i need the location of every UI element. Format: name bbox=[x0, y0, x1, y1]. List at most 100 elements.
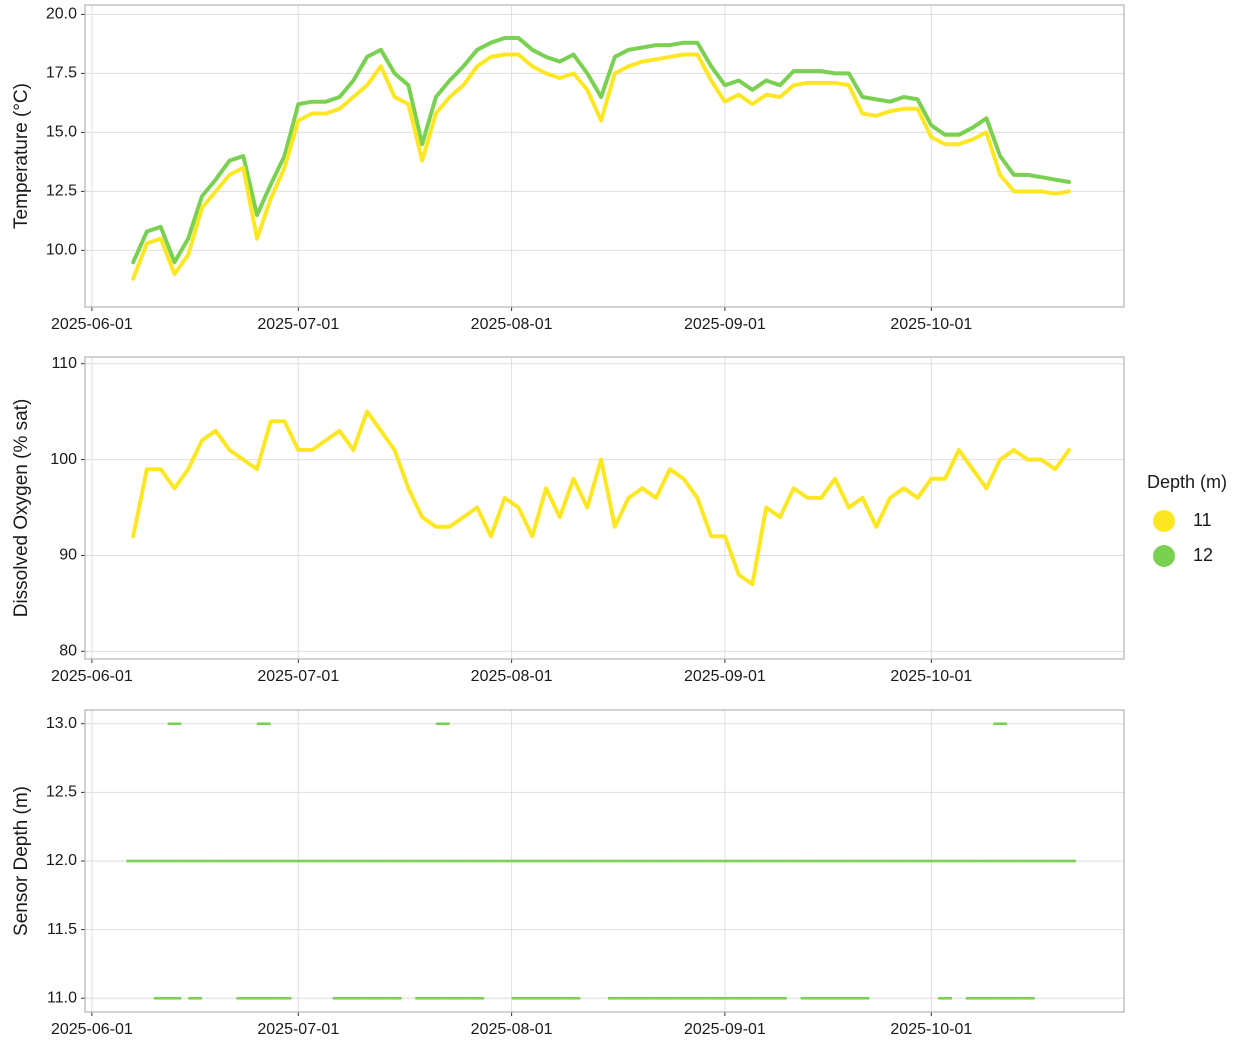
point bbox=[305, 859, 319, 863]
point bbox=[621, 996, 636, 1000]
point bbox=[552, 859, 567, 863]
legend-swatch bbox=[1153, 545, 1175, 567]
legend-label: 12 bbox=[1193, 545, 1213, 565]
point bbox=[373, 996, 388, 1000]
point bbox=[841, 859, 856, 863]
x-tick-label: 2025-07-01 bbox=[257, 316, 339, 333]
point bbox=[497, 859, 512, 863]
x-tick-label: 2025-07-01 bbox=[257, 668, 339, 685]
point bbox=[442, 859, 457, 863]
series-line bbox=[131, 52, 1071, 281]
point bbox=[979, 859, 994, 863]
x-tick-label: 2025-10-01 bbox=[890, 1021, 972, 1038]
point bbox=[332, 859, 347, 863]
point bbox=[566, 859, 581, 863]
point bbox=[277, 859, 292, 863]
point bbox=[814, 859, 829, 863]
point bbox=[263, 859, 278, 863]
series-line bbox=[131, 36, 1071, 265]
point bbox=[153, 996, 168, 1000]
point bbox=[718, 996, 732, 1000]
panel-frame bbox=[84, 4, 1125, 308]
point bbox=[167, 996, 182, 1000]
x-tick-label: 2025-08-01 bbox=[471, 668, 553, 685]
point bbox=[731, 859, 746, 863]
point bbox=[236, 996, 251, 1000]
panel-frame bbox=[84, 356, 1125, 660]
point bbox=[704, 996, 719, 1000]
point bbox=[731, 996, 746, 1000]
point bbox=[539, 996, 553, 1000]
point bbox=[484, 859, 498, 863]
point bbox=[332, 996, 347, 1000]
point bbox=[525, 996, 540, 1000]
point bbox=[195, 859, 209, 863]
point bbox=[676, 859, 691, 863]
point bbox=[1048, 859, 1063, 863]
point bbox=[594, 859, 608, 863]
y-tick-label: 11.0 bbox=[47, 989, 77, 1006]
point bbox=[759, 859, 774, 863]
point bbox=[126, 859, 141, 863]
point bbox=[401, 859, 416, 863]
point bbox=[649, 859, 663, 863]
x-tick-label: 2025-09-01 bbox=[684, 1021, 766, 1038]
point bbox=[167, 859, 182, 863]
point bbox=[277, 996, 292, 1000]
x-tick-label: 2025-10-01 bbox=[890, 316, 972, 333]
point bbox=[1020, 996, 1035, 1000]
point bbox=[841, 996, 856, 1000]
point bbox=[580, 859, 595, 863]
point bbox=[470, 996, 485, 1000]
point bbox=[1034, 859, 1049, 863]
point bbox=[373, 859, 388, 863]
point bbox=[429, 996, 443, 1000]
x-tick-label: 2025-08-01 bbox=[471, 1021, 553, 1038]
point bbox=[250, 996, 264, 1000]
x-tick-label: 2025-09-01 bbox=[684, 316, 766, 333]
x-tick-label: 2025-06-01 bbox=[51, 668, 133, 685]
point bbox=[745, 996, 760, 1000]
point bbox=[993, 859, 1008, 863]
point bbox=[415, 996, 430, 1000]
point bbox=[318, 859, 333, 863]
point bbox=[759, 996, 774, 1000]
legend-label: 11 bbox=[1193, 510, 1212, 530]
point bbox=[965, 859, 980, 863]
y-tick-label: 90 bbox=[59, 547, 77, 564]
y-tick-label: 110 bbox=[51, 355, 77, 372]
point bbox=[1062, 859, 1076, 863]
point bbox=[855, 996, 870, 1000]
point bbox=[456, 996, 471, 1000]
point bbox=[800, 859, 815, 863]
point bbox=[938, 859, 952, 863]
point bbox=[1020, 859, 1035, 863]
point bbox=[153, 859, 168, 863]
point bbox=[208, 859, 223, 863]
point bbox=[607, 859, 622, 863]
point bbox=[442, 996, 457, 1000]
point bbox=[470, 859, 485, 863]
point bbox=[718, 859, 732, 863]
point bbox=[415, 859, 430, 863]
point bbox=[800, 996, 815, 1000]
series-line bbox=[131, 409, 1071, 587]
point bbox=[360, 996, 374, 1000]
point bbox=[649, 996, 663, 1000]
x-tick-label: 2025-09-01 bbox=[684, 668, 766, 685]
point bbox=[1007, 996, 1021, 1000]
point bbox=[621, 859, 636, 863]
point bbox=[662, 996, 677, 1000]
point bbox=[773, 996, 787, 1000]
point bbox=[786, 859, 801, 863]
x-tick-label: 2025-06-01 bbox=[51, 1021, 133, 1038]
y-tick-label: 80 bbox=[59, 643, 77, 660]
point bbox=[993, 996, 1008, 1000]
point bbox=[704, 859, 719, 863]
point bbox=[607, 996, 622, 1000]
point bbox=[167, 722, 182, 726]
y-tick-label: 12.5 bbox=[46, 784, 77, 801]
x-tick-label: 2025-06-01 bbox=[51, 316, 133, 333]
point bbox=[635, 996, 650, 1000]
